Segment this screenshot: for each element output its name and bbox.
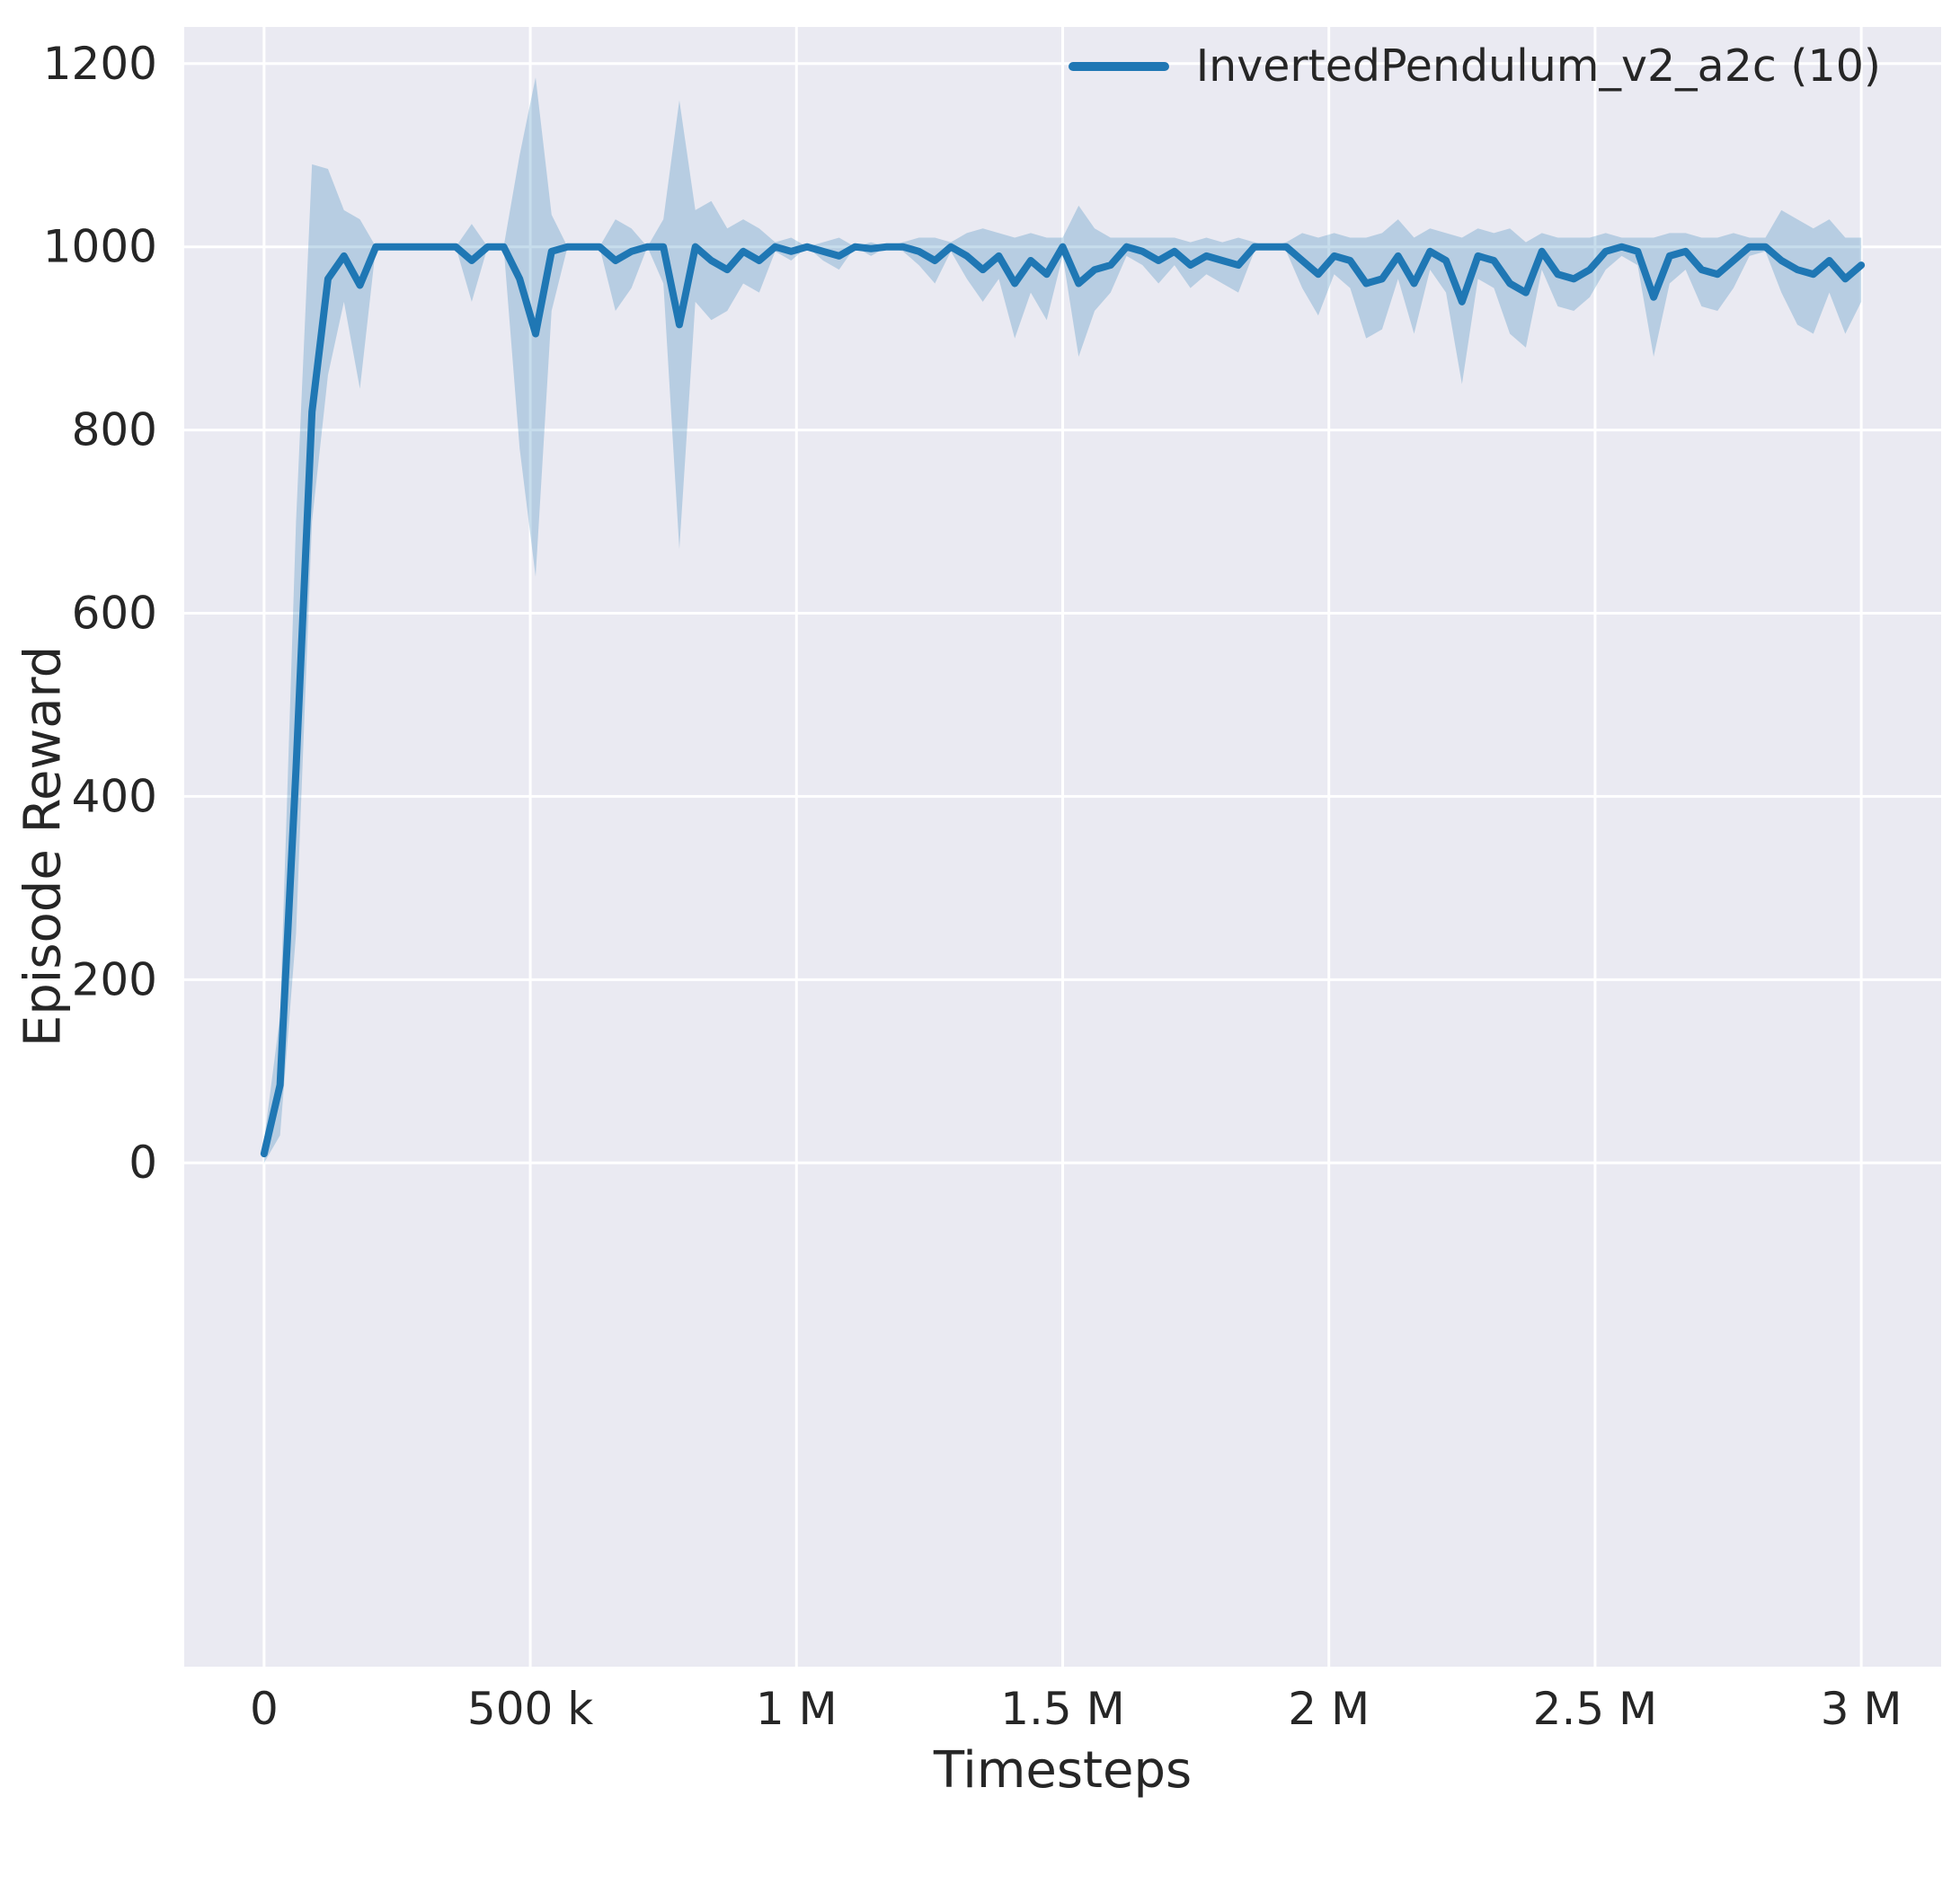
- legend-line-swatch: [1068, 61, 1169, 71]
- mean-line: [260, 243, 1866, 1158]
- x-tick-label: 0: [250, 1683, 279, 1735]
- y-tick-label: 1000: [43, 221, 157, 273]
- y-tick-label: 400: [72, 770, 157, 822]
- legend-label: InvertedPendulum_v2_a2c (10): [1195, 40, 1881, 92]
- confidence-band: [263, 77, 1862, 1164]
- x-tick-label: 2.5 M: [1533, 1683, 1658, 1735]
- legend: InvertedPendulum_v2_a2c (10): [1068, 40, 1881, 92]
- x-tick-label: 2 M: [1288, 1683, 1370, 1735]
- y-tick-label: 0: [129, 1137, 157, 1189]
- x-axis-label: Timesteps: [933, 1741, 1193, 1800]
- x-tick-label: 3 M: [1821, 1683, 1902, 1735]
- x-tick-label: 500 k: [467, 1683, 593, 1735]
- y-tick-label: 200: [72, 953, 157, 1005]
- y-tick-label: 1200: [43, 38, 157, 90]
- x-tick-label: 1 M: [756, 1683, 838, 1735]
- x-tick-label: 1.5 M: [1000, 1683, 1125, 1735]
- y-tick-label: 800: [72, 404, 157, 456]
- y-tick-label: 600: [72, 588, 157, 640]
- y-axis-label: Episode Reward: [13, 645, 73, 1048]
